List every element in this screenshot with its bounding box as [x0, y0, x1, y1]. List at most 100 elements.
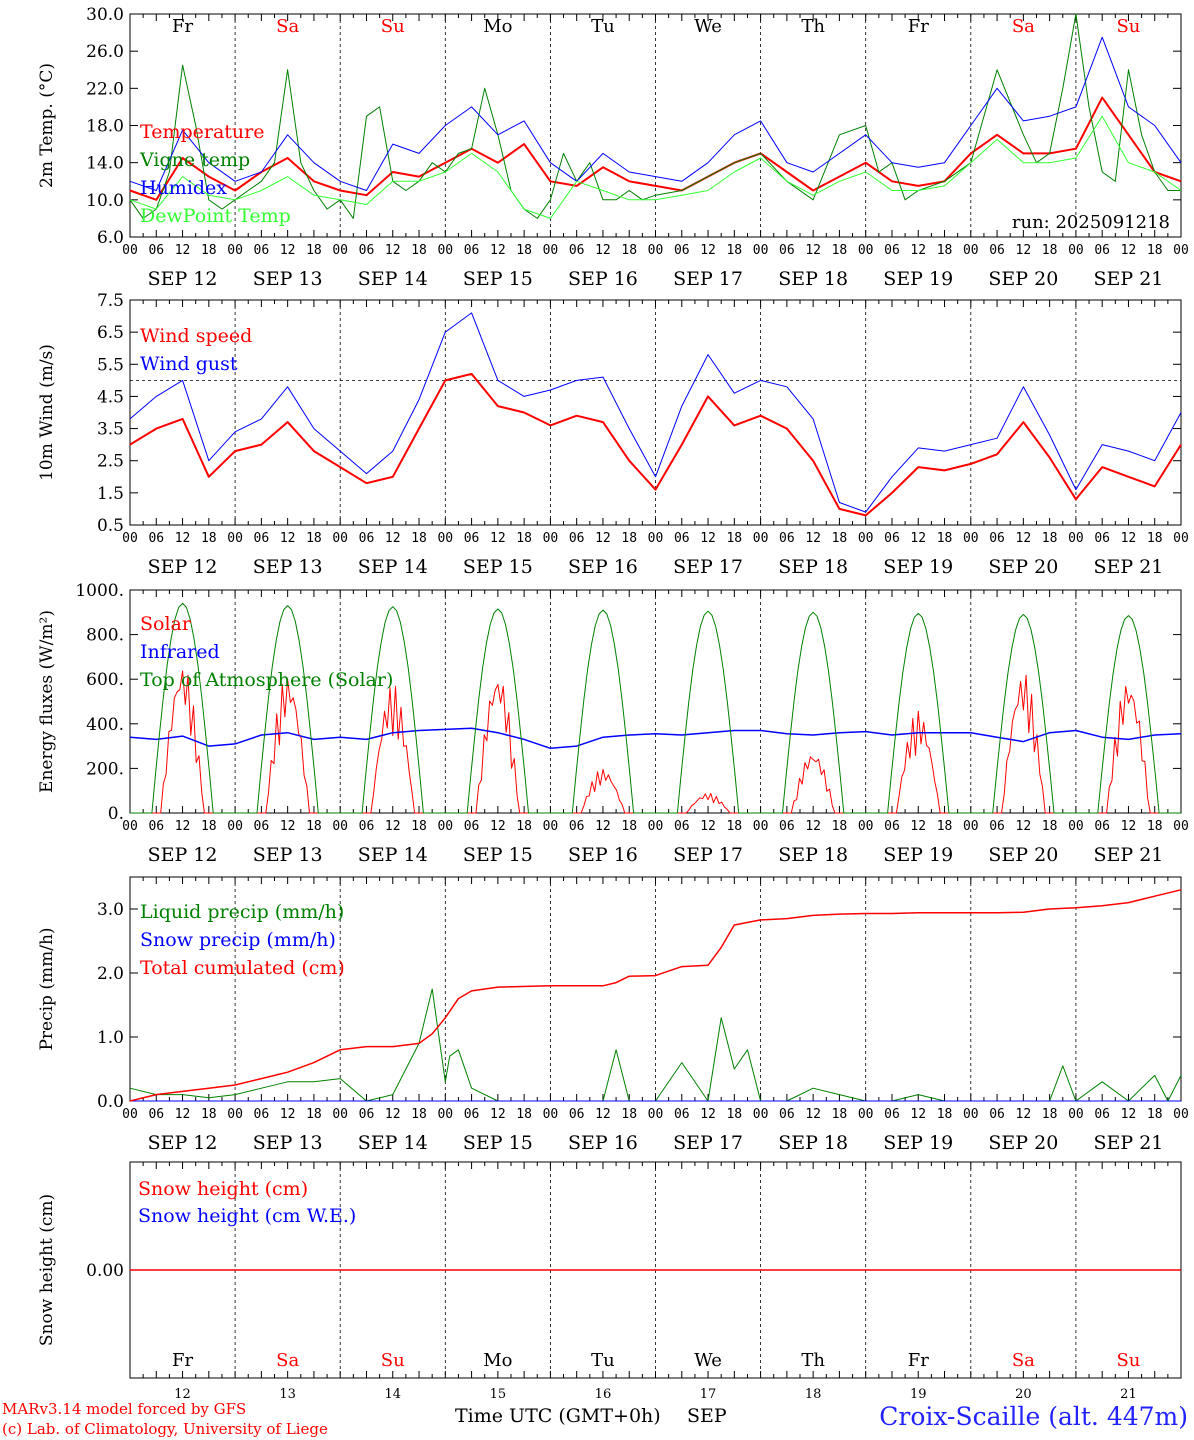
y-tick-label: 800.	[86, 626, 124, 646]
hour-tick-label: 06	[674, 531, 690, 546]
hour-tick-label: 00	[1068, 243, 1084, 258]
hour-tick-label: 12	[1121, 1107, 1137, 1122]
date-label: SEP 13	[253, 268, 323, 290]
hour-tick-label: 18	[1147, 243, 1163, 258]
hour-tick-label: 00	[122, 243, 138, 258]
hour-tick-label: 12	[1121, 819, 1137, 834]
day-number-label: 15	[490, 1387, 507, 1402]
hour-tick-label: 00	[332, 819, 348, 834]
date-label: SEP 20	[988, 556, 1058, 578]
hour-tick-label: 00	[543, 531, 559, 546]
y-tick-label: 0.0	[97, 1092, 124, 1112]
day-abbr-label: Sa	[276, 1350, 299, 1371]
hour-tick-label: 12	[595, 819, 611, 834]
hour-tick-label: 18	[1042, 819, 1058, 834]
chart-panel-3: 0. 200. 400. 600. 800. 1000. Energy fluxes (W/…	[37, 581, 1189, 866]
hour-tick-label: 06	[254, 531, 270, 546]
hour-tick-label: 00	[437, 1107, 453, 1122]
hour-tick-label: 12	[910, 243, 926, 258]
date-label: SEP 17	[673, 844, 743, 866]
hour-tick-label: 18	[726, 243, 742, 258]
legend-entry: Wind speed	[140, 325, 252, 347]
hour-tick-label: 06	[569, 819, 585, 834]
hour-tick-label: 06	[884, 1107, 900, 1122]
hour-tick-label: 18	[726, 1107, 742, 1122]
hour-tick-label: 12	[385, 243, 401, 258]
hour-tick-label: 18	[1042, 531, 1058, 546]
legend-entry: Snow height (cm W.E.)	[138, 1205, 356, 1227]
day-number-label: 19	[910, 1387, 927, 1402]
y-tick-label: 5.5	[97, 355, 124, 375]
date-label: SEP 18	[778, 268, 848, 290]
hour-tick-label: 00	[332, 1107, 348, 1122]
y-tick-label: 0.5	[97, 516, 124, 536]
date-label: SEP 14	[358, 1132, 428, 1154]
series-line-wind-speed	[129, 372, 1182, 517]
date-label: SEP 16	[568, 268, 638, 290]
hour-tick-label: 00	[543, 1107, 559, 1122]
hour-tick-label: 06	[254, 819, 270, 834]
series-line-dewpoint-temp	[129, 115, 1182, 219]
date-label: SEP 13	[253, 844, 323, 866]
hour-tick-label: 18	[201, 531, 217, 546]
run-annotation: run: 2025091218	[1012, 212, 1170, 233]
hour-tick-label: 06	[779, 1107, 795, 1122]
hour-tick-label: 06	[674, 819, 690, 834]
legend-entry: Snow precip (mm/h)	[140, 929, 336, 951]
date-label: SEP 18	[778, 844, 848, 866]
date-label: SEP 17	[673, 268, 743, 290]
chart-panel-5: 0.00 Snow height (cm) Snow height (cm) Snow…	[37, 1161, 1182, 1402]
hour-tick-label: 12	[1016, 243, 1032, 258]
hour-tick-label: 00	[227, 1107, 243, 1122]
y-tick-label: 3.5	[97, 420, 124, 440]
hour-tick-label: 12	[280, 1107, 296, 1122]
y-tick-label: 600.	[86, 670, 124, 690]
hour-tick-label: 00	[122, 1107, 138, 1122]
hour-tick-label: 06	[148, 1107, 164, 1122]
day-abbr-label: Su	[381, 16, 405, 37]
date-label: SEP 12	[148, 1132, 218, 1154]
hour-tick-label: 00	[437, 243, 453, 258]
hour-tick-label: 18	[516, 531, 532, 546]
hour-tick-label: 12	[385, 819, 401, 834]
hour-tick-label: 12	[490, 531, 506, 546]
date-label: SEP 12	[148, 556, 218, 578]
hour-tick-label: 12	[1016, 819, 1032, 834]
hour-tick-label: 12	[910, 531, 926, 546]
hour-tick-label: 06	[884, 819, 900, 834]
legend-entry: Humidex	[140, 177, 227, 199]
date-label: SEP 14	[358, 844, 428, 866]
hour-tick-label: 00	[648, 819, 664, 834]
hour-tick-label: 18	[1042, 1107, 1058, 1122]
date-label: SEP 15	[463, 556, 533, 578]
hour-tick-label: 00	[858, 531, 874, 546]
hour-tick-label: 06	[884, 243, 900, 258]
hour-tick-label: 06	[359, 243, 375, 258]
hour-tick-label: 18	[937, 243, 953, 258]
day-abbr-label: Fr	[172, 16, 193, 37]
hour-tick-label: 12	[175, 531, 191, 546]
day-number-label: 12	[174, 1387, 191, 1402]
y-tick-label: 14.0	[86, 154, 124, 174]
day-abbr-label: Mo	[483, 1350, 512, 1371]
x-axis-month: SEP	[687, 1405, 727, 1427]
hour-tick-label: 18	[832, 819, 848, 834]
date-label: SEP 17	[673, 556, 743, 578]
hour-tick-label: 18	[726, 819, 742, 834]
y-tick-label: 30.0	[86, 5, 124, 25]
hour-tick-label: 18	[516, 819, 532, 834]
hour-tick-label: 00	[332, 243, 348, 258]
hour-tick-label: 00	[437, 531, 453, 546]
hour-tick-label: 18	[306, 243, 322, 258]
hour-tick-label: 06	[359, 531, 375, 546]
hour-tick-label: 00	[648, 243, 664, 258]
hour-tick-label: 18	[201, 819, 217, 834]
y-tick-label: 200.	[86, 759, 124, 779]
hour-tick-label: 12	[490, 243, 506, 258]
hour-tick-label: 12	[385, 1107, 401, 1122]
y-tick-label: 22.0	[86, 79, 124, 99]
plot-frame	[129, 13, 1182, 238]
day-number-label: 21	[1120, 1387, 1137, 1402]
hour-tick-label: 18	[937, 531, 953, 546]
